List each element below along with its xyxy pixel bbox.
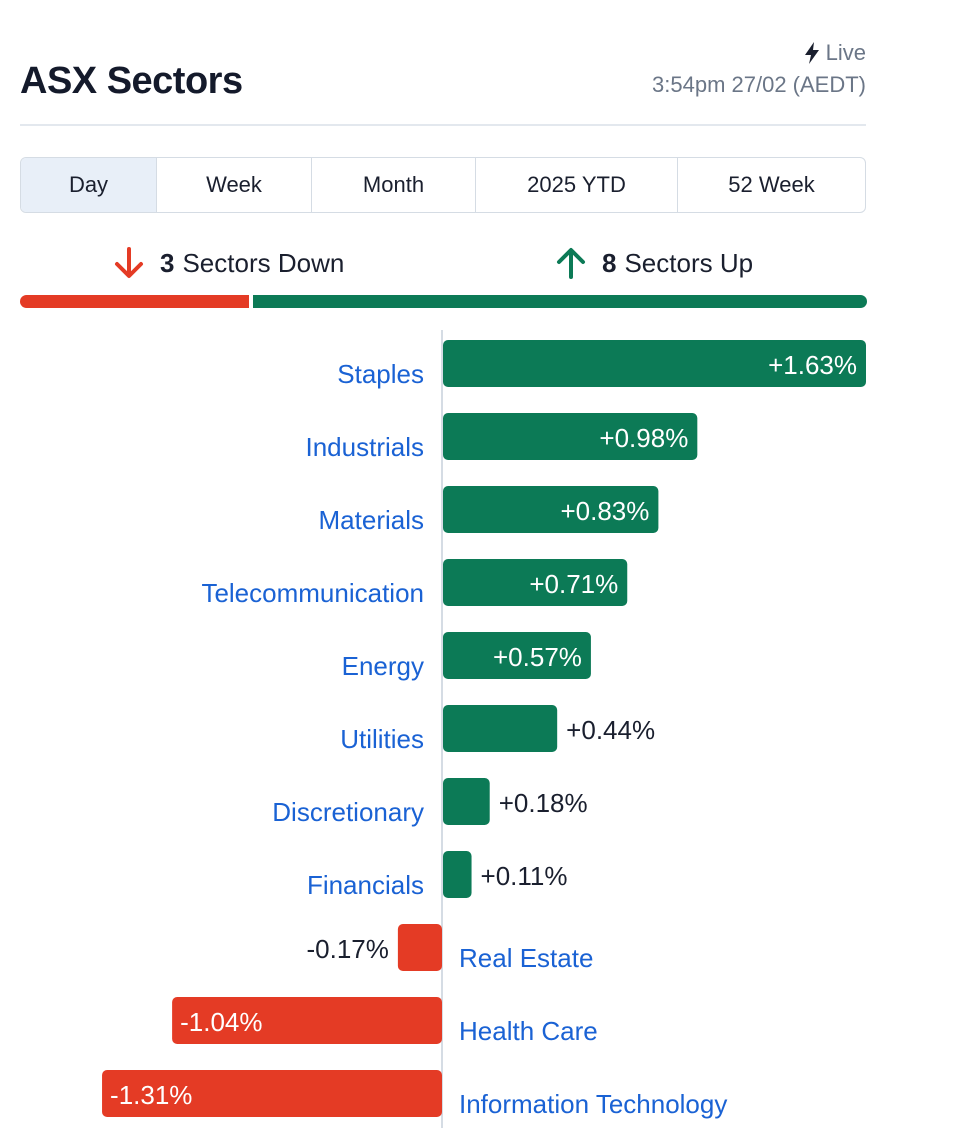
bar-staples	[443, 340, 866, 387]
value-label-telecommunication: +0.71%	[529, 569, 618, 599]
sectors-down-count: 3	[160, 247, 175, 278]
value-label-industrials: +0.98%	[599, 423, 688, 453]
tab-day[interactable]: Day	[21, 158, 157, 212]
sector-link-telecommunication[interactable]: Telecommunication	[201, 578, 424, 608]
header: ASX Sectors Live 3:54pm 27/02 (AEDT)	[20, 38, 866, 126]
sectors-down-label: Sectors Down	[182, 247, 345, 278]
sector-link-discretionary[interactable]: Discretionary	[272, 797, 424, 827]
bar-real-estate	[397, 924, 442, 971]
page-title: ASX Sectors	[20, 60, 243, 102]
bar-industrials	[443, 413, 698, 460]
live-indicator: Live	[804, 40, 866, 66]
bar-health-care	[172, 997, 443, 1044]
tab-week[interactable]: Week	[157, 158, 312, 212]
period-tabs: Day Week Month 2025 YTD 52 Week	[20, 157, 866, 213]
sectors-up-summary: 8 Sectors Up	[554, 246, 753, 280]
lightning-icon	[804, 42, 819, 64]
value-label-utilities: +0.44%	[566, 715, 655, 745]
sectors-down-summary: 3 Sectors Down	[112, 246, 344, 280]
value-label-staples: +1.63%	[768, 350, 857, 380]
ratio-down-segment	[20, 295, 249, 308]
sector-link-energy[interactable]: Energy	[342, 651, 424, 681]
sector-link-financials[interactable]: Financials	[307, 870, 424, 900]
bar-discretionary	[443, 778, 490, 825]
sector-link-utilities[interactable]: Utilities	[340, 724, 424, 754]
live-label: Live	[825, 40, 866, 65]
bar-telecommunication	[443, 559, 628, 606]
sector-link-materials[interactable]: Materials	[319, 505, 424, 535]
tab-month[interactable]: Month	[312, 158, 476, 212]
sector-summary: 3 Sectors Down 8 Sectors Up	[20, 240, 866, 290]
sector-bar-chart: +1.63% Staples +0.98% Industrials +0.83% Mate…	[102, 330, 866, 1128]
tab-52-week[interactable]: 52 Week	[728, 172, 815, 197]
value-label-energy: +0.57%	[493, 642, 582, 672]
bar-energy	[443, 632, 591, 679]
sector-link-information-technology[interactable]: Information Technology	[459, 1089, 727, 1119]
tab-2025-ytd[interactable]: 2025 YTD	[476, 158, 678, 212]
bar-financials	[443, 851, 472, 898]
value-label-materials: +0.83%	[560, 496, 649, 526]
bar-utilities	[443, 705, 558, 752]
value-label-financials: +0.11%	[481, 861, 568, 891]
value-label-health-care: -1.04%	[180, 1007, 262, 1037]
sectors-up-count: 8	[602, 247, 617, 278]
sector-link-real-estate[interactable]: Real Estate	[459, 943, 593, 973]
sector-ratio-bar	[20, 295, 867, 308]
bar-information-technology	[102, 1070, 443, 1117]
value-label-real-estate: -0.17%	[306, 934, 388, 964]
sector-link-industrials[interactable]: Industrials	[306, 432, 425, 462]
bar-materials	[443, 486, 659, 533]
sector-link-health-care[interactable]: Health Care	[459, 1016, 598, 1046]
arrow-up-icon	[557, 248, 585, 279]
value-label-information-technology: -1.31%	[110, 1080, 192, 1110]
sectors-up-label: Sectors Up	[624, 247, 754, 278]
value-label-discretionary: +0.18%	[499, 788, 588, 818]
sector-link-staples[interactable]: Staples	[337, 359, 424, 389]
arrow-down-icon	[115, 247, 143, 278]
timestamp: 3:54pm 27/02 (AEDT)	[652, 72, 866, 97]
ratio-up-segment	[253, 295, 867, 308]
